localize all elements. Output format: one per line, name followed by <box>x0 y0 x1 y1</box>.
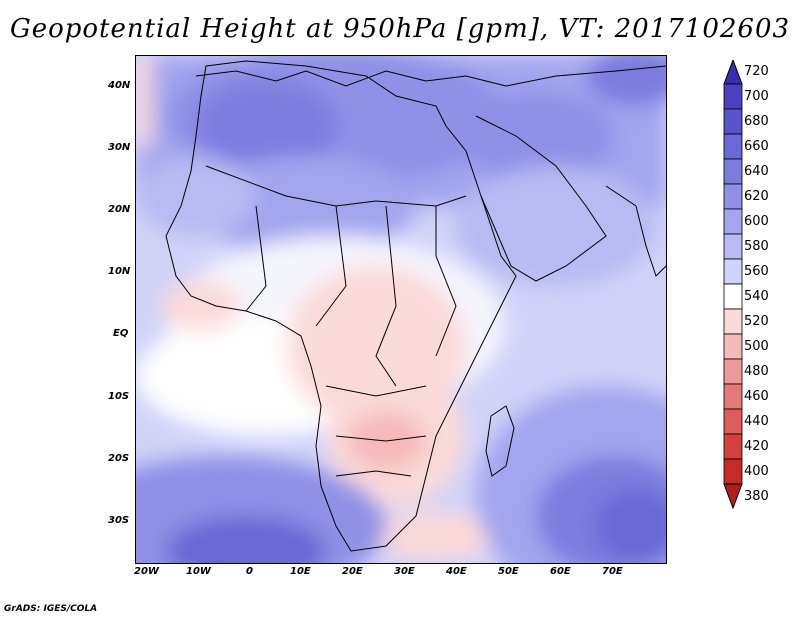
colorbar-bottom-arrow <box>723 483 743 510</box>
colorbar-segment <box>723 358 743 385</box>
lat-label: 20S <box>108 453 130 464</box>
lon-label: 20E <box>342 566 363 577</box>
lat-label: 20N <box>108 204 131 215</box>
lat-label: 30S <box>108 515 130 526</box>
lon-label: 60E <box>550 566 571 577</box>
lat-label: 40N <box>108 80 131 91</box>
colorbar-segment <box>723 408 743 435</box>
colorbar-segment <box>723 133 743 160</box>
colorbar-segment <box>723 308 743 335</box>
colorbar-segment <box>723 333 743 360</box>
lat-label: EQ <box>113 328 129 339</box>
lon-label: 70E <box>602 566 623 577</box>
lon-label: 30E <box>394 566 415 577</box>
colorbar-level-label: 580 <box>744 239 769 254</box>
colorbar-level-label: 560 <box>744 264 769 279</box>
chart-title: Geopotential Height at 950hPa [gpm], VT:… <box>9 14 791 44</box>
lon-label: 10E <box>290 566 311 577</box>
colorbar-level-label: 460 <box>744 389 769 404</box>
colorbar-segment <box>723 283 743 310</box>
lon-label: 40E <box>446 566 467 577</box>
colorbar-level-label: 440 <box>744 414 769 429</box>
colorbar-level-label: 400 <box>744 464 769 479</box>
colorbar-segment <box>723 458 743 485</box>
colorbar-top-arrow <box>723 60 743 85</box>
lon-label: 0 <box>246 566 253 577</box>
colorbar-segment <box>723 233 743 260</box>
colorbar-segment <box>723 433 743 460</box>
colorbar-level-label: 680 <box>744 114 769 129</box>
colorbar-segment <box>723 258 743 285</box>
colorbar-level-label: 640 <box>744 164 769 179</box>
colorbar-level-label: 540 <box>744 289 769 304</box>
lon-label: 50E <box>498 566 519 577</box>
lat-label: 30N <box>108 142 131 153</box>
lon-label: 10W <box>186 566 211 577</box>
colorbar-segment <box>723 208 743 235</box>
lat-label: 10N <box>108 266 131 277</box>
colorbar-level-label: 520 <box>744 314 769 329</box>
colorbar-segment <box>723 108 743 135</box>
coastlines <box>165 60 666 552</box>
colorbar-level-label: 600 <box>744 214 769 229</box>
colorbar-level-label: 620 <box>744 189 769 204</box>
colorbar-level-label: 720 <box>744 64 769 79</box>
colorbar <box>723 60 743 510</box>
colorbar-level-label: 660 <box>744 139 769 154</box>
colorbar-level-label: 380 <box>744 489 769 504</box>
colorbar-segment <box>723 158 743 185</box>
colorbar-level-label: 500 <box>744 339 769 354</box>
credit-label: GrADS: IGES/COLA <box>4 604 98 614</box>
colorbar-level-label: 420 <box>744 439 769 454</box>
geopotential-field <box>136 56 666 563</box>
colorbar-level-label: 700 <box>744 89 769 104</box>
lon-label: 20W <box>134 566 159 577</box>
colorbar-level-label: 480 <box>744 364 769 379</box>
colorbar-segment <box>723 183 743 210</box>
colorbar-segment <box>723 383 743 410</box>
map-plot-area <box>135 55 667 564</box>
colorbar-segment <box>723 83 743 110</box>
lat-label: 10S <box>108 391 130 402</box>
